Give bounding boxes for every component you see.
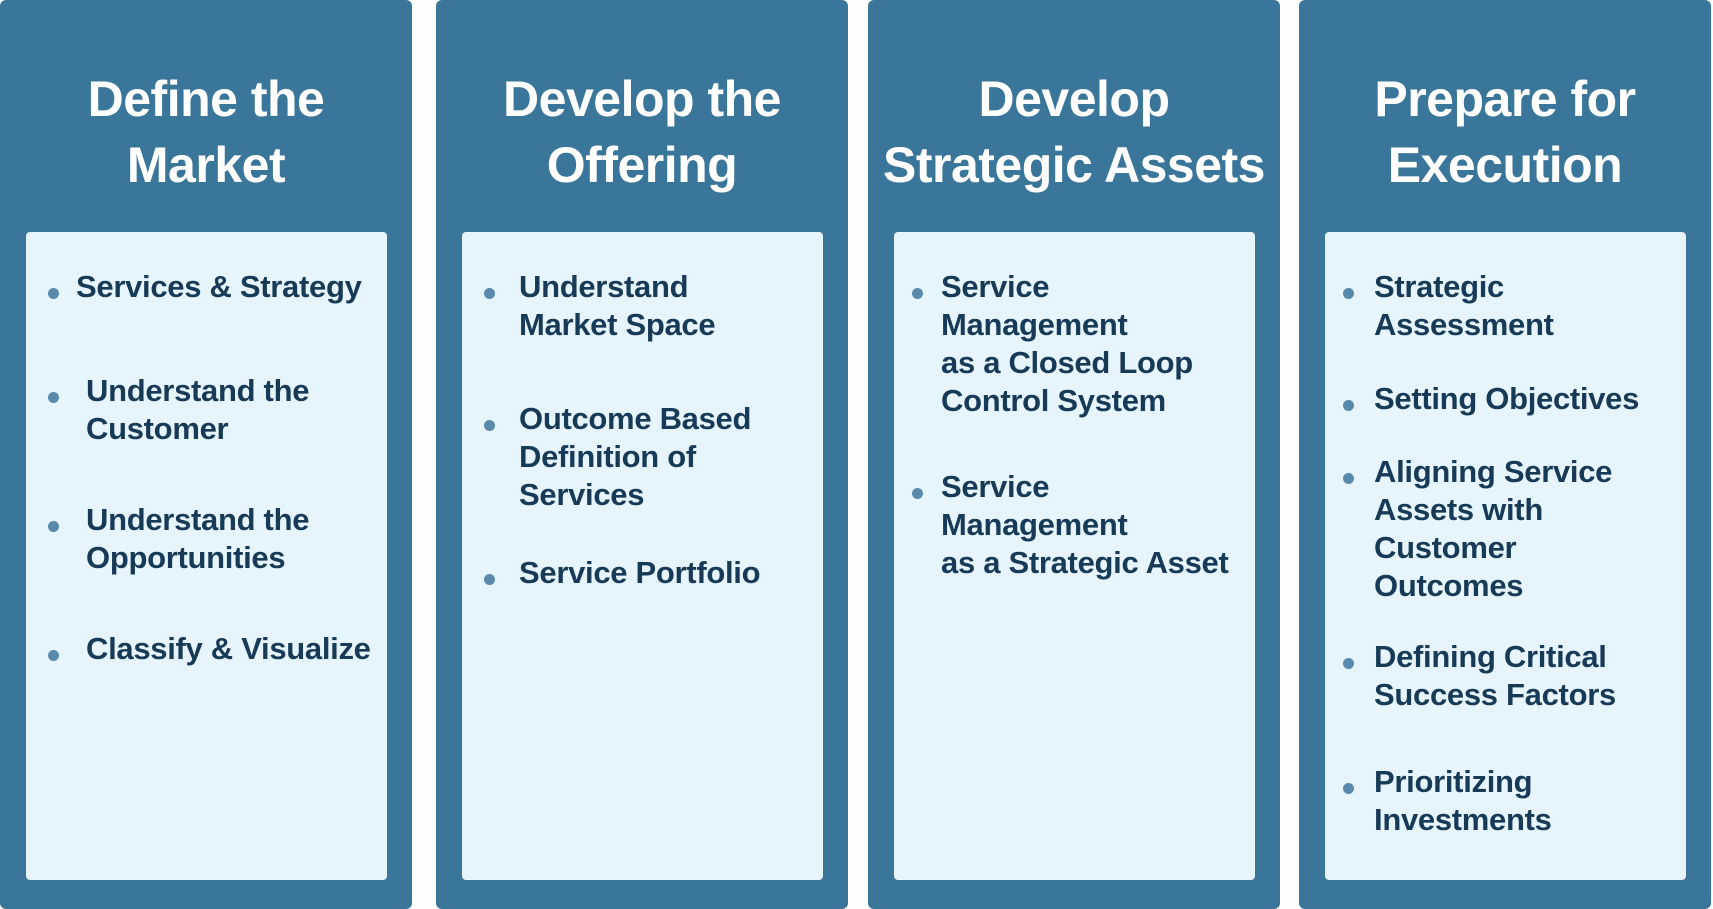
list-item-text: Service Portfolio — [519, 554, 815, 592]
bullet-icon — [1343, 400, 1354, 411]
column-title-line: Execution — [1387, 137, 1623, 193]
column-title-line: Develop — [978, 71, 1170, 127]
column-define-the-market: Define the Market Services & Strategy Un… — [0, 0, 412, 909]
list-item-line: Management — [941, 307, 1128, 342]
bullet-icon — [48, 288, 59, 299]
column-title: Prepare for Execution — [1299, 66, 1711, 198]
list-item-text: Outcome Based Definition of Services — [519, 400, 815, 514]
list-item-line: Control System — [941, 383, 1166, 418]
list-item-text: Understand Market Space — [519, 268, 815, 344]
bullet-icon — [1343, 658, 1354, 669]
bullet-icon — [48, 392, 59, 403]
list-item-text: Understand the Customer — [86, 372, 379, 448]
bullet-icon — [484, 574, 495, 585]
list-item-line: Success Factors — [1374, 677, 1616, 712]
column-title: Develop the Offering — [436, 66, 848, 198]
column-title: Develop Strategic Assets — [868, 66, 1280, 198]
list-item-line: Understand — [519, 269, 689, 304]
column-prepare-for-execution: Prepare for Execution Strategic Assessme… — [1299, 0, 1711, 909]
list-item-line: Service — [941, 469, 1050, 504]
column-item-panel: Strategic Assessment Setting Objectives … — [1325, 232, 1686, 880]
list-item-line: Assessment — [1374, 307, 1554, 342]
list-item-text: Prioritizing Investments — [1374, 763, 1678, 839]
bullet-icon — [912, 288, 923, 299]
list-item-line: Outcome Based — [519, 401, 752, 436]
bullet-icon — [484, 420, 495, 431]
list-item-line: Service Portfolio — [519, 555, 761, 590]
list-item-text: Understand the Opportunities — [86, 501, 379, 577]
bullet-icon — [1343, 473, 1354, 484]
column-item-panel: Understand Market Space Outcome Based De… — [462, 232, 823, 880]
list-item-line: Outcomes — [1374, 568, 1524, 603]
list-item-line: Customer — [86, 411, 229, 446]
column-item-panel: Services & Strategy Understand the Custo… — [26, 232, 387, 880]
column-develop-strategic-assets: Develop Strategic Assets Service Managem… — [868, 0, 1280, 909]
list-item-line: Definition of — [519, 439, 696, 474]
list-item-line: Market Space — [519, 307, 716, 342]
list-item-line: as a Strategic Asset — [941, 545, 1229, 580]
bullet-icon — [1343, 288, 1354, 299]
list-item-text: Strategic Assessment — [1374, 268, 1678, 344]
bullet-icon — [48, 650, 59, 661]
list-item-line: Services & Strategy — [76, 269, 362, 304]
column-title-line: Offering — [546, 137, 738, 193]
column-develop-the-offering: Develop the Offering Understand Market S… — [436, 0, 848, 909]
list-item-line: Prioritizing — [1374, 764, 1533, 799]
bullet-icon — [912, 488, 923, 499]
list-item-line: Service — [941, 269, 1050, 304]
list-item-text: Defining Critical Success Factors — [1374, 638, 1678, 714]
list-item-line: Management — [941, 507, 1128, 542]
list-item-line: Strategic — [1374, 269, 1504, 304]
column-title-line: Market — [126, 137, 286, 193]
list-item-text: Setting Objectives — [1374, 380, 1678, 418]
column-title-line: Develop the — [503, 71, 781, 127]
list-item-text: Aligning Service Assets with Customer Ou… — [1374, 453, 1678, 605]
list-item-text: Classify & Visualize — [86, 630, 379, 668]
list-item-line: Customer — [1374, 530, 1517, 565]
list-item-text: Service Management as a Strategic Asset — [941, 468, 1247, 582]
bullet-icon — [48, 521, 59, 532]
column-title-line: Define the — [87, 71, 325, 127]
bullet-icon — [1343, 783, 1354, 794]
list-item-line: Understand the — [86, 373, 310, 408]
list-item-text: Service Management as a Closed Loop Cont… — [941, 268, 1247, 420]
list-item-line: Setting Objectives — [1374, 381, 1640, 416]
column-title-line: Prepare for — [1374, 71, 1636, 127]
list-item-line: Investments — [1374, 802, 1552, 837]
list-item-line: Aligning Service — [1374, 454, 1613, 489]
list-item-line: Classify & Visualize — [86, 631, 371, 666]
list-item-line: Opportunities — [86, 540, 286, 575]
list-item-line: Services — [519, 477, 645, 512]
column-item-panel: Service Management as a Closed Loop Cont… — [894, 232, 1255, 880]
bullet-icon — [484, 288, 495, 299]
list-item-line: Understand the — [86, 502, 310, 537]
column-title: Define the Market — [0, 66, 412, 198]
list-item-line: Assets with — [1374, 492, 1543, 527]
list-item-line: Defining Critical — [1374, 639, 1607, 674]
list-item-text: Services & Strategy — [76, 268, 379, 306]
column-title-line: Strategic Assets — [883, 137, 1266, 193]
list-item-line: as a Closed Loop — [941, 345, 1193, 380]
